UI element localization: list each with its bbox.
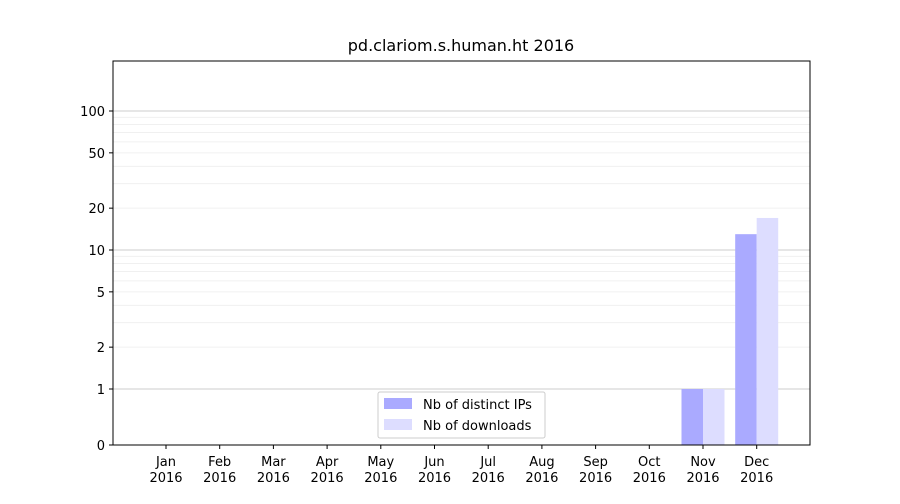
y-tick-label: 100 [80, 105, 105, 120]
x-tick-label: Sep 2016 [579, 455, 612, 486]
plot-frame [112, 60, 811, 446]
bar-distinct-ips [681, 389, 703, 445]
y-tick-label: 20 [88, 202, 105, 217]
bars [681, 217, 779, 445]
chart-title: pd.clariom.s.human.ht 2016 [348, 36, 574, 55]
x-tick-label: Mar 2016 [257, 455, 290, 486]
legend: Nb of distinct IPs Nb of downloads [377, 391, 546, 439]
bar-distinct-ips [735, 234, 757, 445]
y-tick-label: 10 [88, 244, 105, 259]
y-tick-label: 1 [97, 383, 105, 398]
x-axis: Jan 2016 Feb 2016 Mar 2016 Apr 2016 May 2016 Jun 20… [149, 445, 773, 486]
y-axis: 0 1 2 5 10 20 50 100 [80, 105, 113, 454]
y-tick-label: 5 [97, 286, 105, 301]
x-tick-label: Apr 2016 [311, 455, 344, 486]
minor-grid [113, 116, 810, 348]
x-tick-label: Jun 2016 [418, 455, 451, 486]
x-tick-label: Oct 2016 [633, 455, 666, 486]
x-tick-label: Feb 2016 [203, 455, 236, 486]
x-tick-label: Aug 2016 [525, 455, 558, 486]
legend-label: Nb of distinct IPs [423, 398, 532, 413]
legend-swatch [384, 398, 412, 409]
y-tick-label: 2 [97, 341, 105, 356]
x-tick-label: Nov 2016 [686, 455, 719, 486]
bar-downloads [703, 389, 725, 445]
legend-box [377, 391, 546, 439]
bar-downloads [756, 217, 779, 445]
legend-label: Nb of downloads [423, 419, 532, 434]
y-tick-label: 50 [88, 147, 105, 162]
x-tick-label: May 2016 [364, 455, 397, 486]
y-tick-label: 0 [97, 439, 105, 454]
x-tick-label: Jan 2016 [149, 455, 182, 486]
x-tick-label: Jul 2016 [472, 455, 505, 486]
legend-swatch [384, 419, 412, 430]
x-tick-label: Dec 2016 [740, 455, 773, 486]
